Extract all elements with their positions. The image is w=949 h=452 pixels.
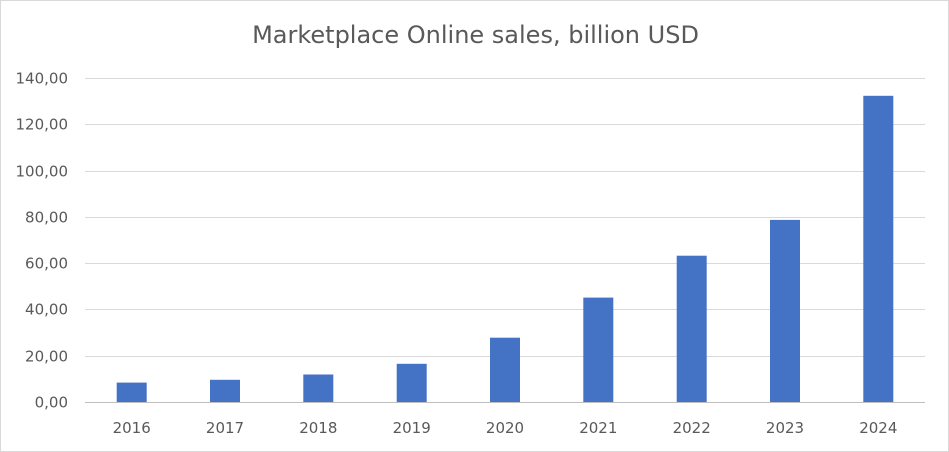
y-tick-label: 140,00 (16, 70, 69, 88)
x-tick-label: 2022 (673, 419, 711, 437)
chart-title: Marketplace Online sales, billion USD (252, 21, 699, 49)
bar-2023 (770, 219, 800, 402)
x-tick-label: 2018 (299, 419, 337, 437)
x-tick-label: 2023 (766, 419, 804, 437)
bar-2024 (863, 95, 894, 403)
y-tick-label: 40,00 (25, 301, 68, 319)
y-axis-tick-labels: 0,00 20,00 40,00 60,00 80,00 100,00 120,00 140,… (16, 70, 69, 412)
y-tick-label: 120,00 (16, 116, 69, 134)
bar-2021 (583, 297, 614, 402)
y-tick-label: 0,00 (35, 394, 68, 412)
bar-2019 (396, 363, 427, 402)
bar-2017 (210, 379, 240, 402)
bar-2022 (676, 255, 707, 402)
bar-2020 (490, 337, 520, 402)
x-tick-label: 2024 (859, 419, 897, 437)
y-tick-label: 80,00 (25, 209, 68, 227)
bar-2018 (303, 374, 334, 402)
y-tick-label: 60,00 (25, 255, 68, 273)
x-axis-tick-labels: 2016 2017 2018 2019 2020 2021 2022 2023 2024 (113, 419, 898, 437)
x-tick-label: 2017 (206, 419, 244, 437)
x-tick-label: 2016 (113, 419, 151, 437)
y-tick-label: 100,00 (16, 163, 69, 181)
x-tick-label: 2021 (579, 419, 617, 437)
x-tick-label: 2019 (393, 419, 431, 437)
y-tick-label: 20,00 (25, 348, 68, 366)
bar-2016 (116, 382, 147, 402)
x-tick-label: 2020 (486, 419, 524, 437)
bar-series (116, 95, 894, 403)
